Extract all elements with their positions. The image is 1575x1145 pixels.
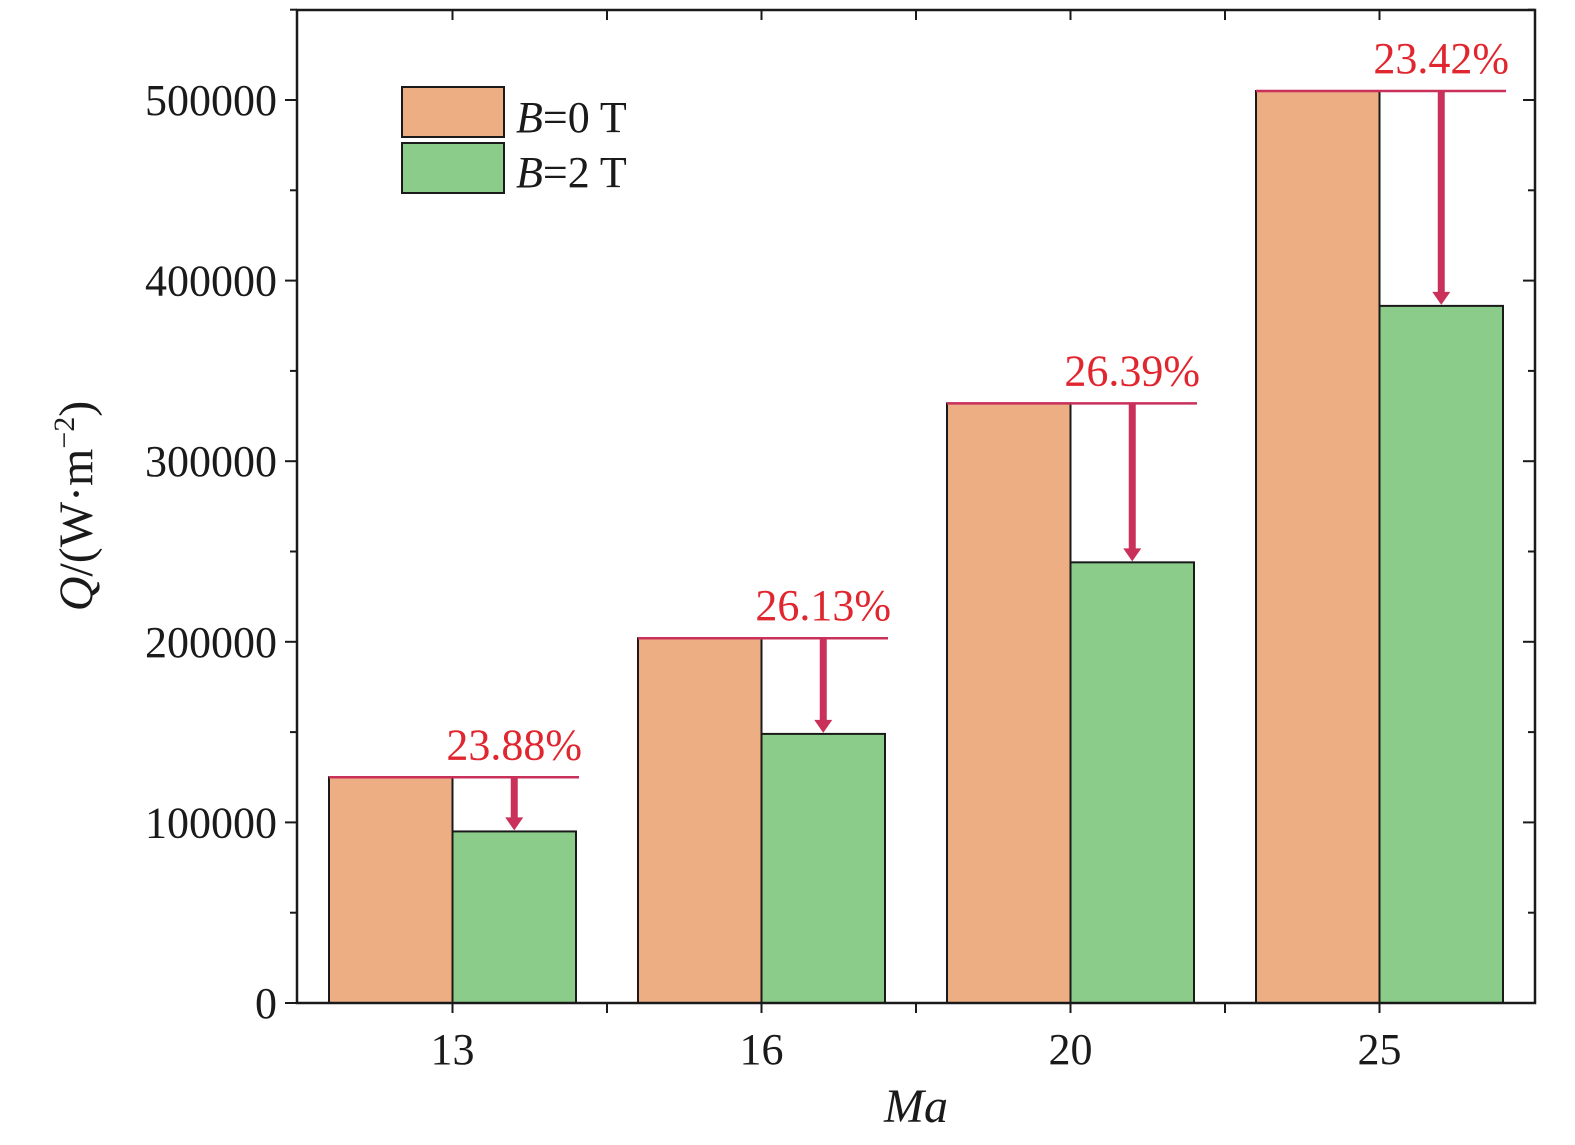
reduction-arrow-head-ma-13 [505, 817, 524, 831]
y-tick-label-3: 300000 [145, 437, 277, 486]
y-axis-title-close: ) [50, 401, 103, 417]
legend-label-b2: B=2 T [516, 148, 627, 197]
x-tick-label-13: 13 [431, 1025, 475, 1074]
legend-swatch-b2 [401, 142, 505, 194]
x-tick-label-16: 16 [740, 1025, 784, 1074]
bars-layer [328, 89, 1504, 1005]
y-axis-title-unit: /(W·m [50, 449, 103, 577]
reduction-label-ma-25: 23.42% [1373, 34, 1509, 83]
y-tick-label-1: 100000 [145, 798, 277, 847]
bar-b0-ma-13 [328, 776, 454, 1004]
reduction-label-ma-20: 26.39% [1064, 346, 1200, 395]
x-tick-label-25: 25 [1358, 1025, 1402, 1074]
y-tick-label-0: 0 [255, 979, 277, 1028]
y-tick-label-5: 500000 [145, 76, 277, 125]
bar-b2-ma-16 [760, 732, 886, 1004]
bar-b0-ma-20 [946, 402, 1072, 1004]
y-tick-label-4: 400000 [145, 257, 277, 306]
x-axis-title: Ma [883, 1080, 948, 1133]
x-tick-label-20: 20 [1049, 1025, 1093, 1074]
y-axis-title-var: Q [50, 577, 103, 612]
annotations-layer: 23.88% 26.13% 26.39% 23.42% [329, 34, 1509, 831]
bar-b2-ma-13 [451, 830, 577, 1004]
legend-swatch-b0 [401, 86, 505, 138]
legend-label-b0-rest: =0 T [543, 93, 627, 142]
bar-b0-ma-16 [637, 637, 763, 1004]
legend-label-b0-var: B [516, 93, 543, 142]
legend-label-b2-rest: =2 T [543, 148, 627, 197]
reduction-arrow-head-ma-25 [1432, 291, 1451, 305]
bar-b2-ma-20 [1069, 561, 1195, 1004]
axes-layer: 13 16 20 25 0 100000 200000 300000 400000 500000 [145, 8, 1535, 1074]
y-tick-label-2: 200000 [145, 618, 277, 667]
legend: B=0 T B=2 T [401, 86, 627, 197]
bar-b2-ma-25 [1378, 304, 1504, 1005]
legend-label-b0: B=0 T [516, 93, 627, 142]
reduction-label-ma-13: 23.88% [446, 720, 582, 769]
y-axis-title-exp: −2 [48, 417, 81, 449]
y-axis-title: Q/(W·m−2) [48, 401, 103, 612]
reduction-label-ma-16: 26.13% [755, 581, 891, 630]
reduction-arrow-head-ma-16 [814, 719, 833, 733]
legend-label-b2-var: B [516, 148, 543, 197]
bar-b0-ma-25 [1255, 89, 1381, 1005]
reduction-arrow-head-ma-20 [1123, 548, 1142, 562]
